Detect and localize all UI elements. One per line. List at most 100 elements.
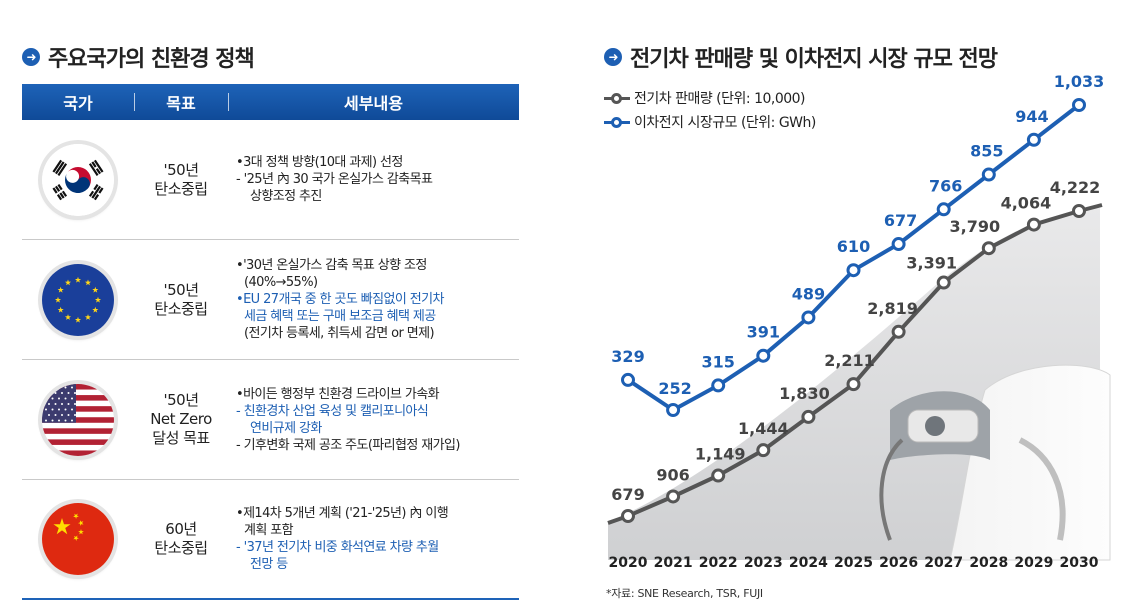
eu-star xyxy=(94,296,102,303)
arrow-circle-icon: ➜ xyxy=(22,48,40,66)
eu-star xyxy=(57,306,64,313)
legend: 전기차 판매량 (단위: 10,000) 이차전지 시장규모 (단위: GWh) xyxy=(604,86,816,134)
data-point xyxy=(1072,204,1086,218)
x-tick-label: 2027 xyxy=(924,555,963,571)
legend-item-ev-sales: 전기차 판매량 (단위: 10,000) xyxy=(604,86,816,110)
ev-sales-series: 679 906 1,149 1,444 1,830 2,211 2,819 3,391 3,79… xyxy=(607,178,1103,525)
table-row: '50년 탄소중립 •'30년 온실가스 감축 목표 상향 조정 (40%→55… xyxy=(22,240,519,360)
x-axis: 2020 2021 2022 2023 2024 2025 2026 2027 2028 2029… xyxy=(609,555,1099,571)
data-label: 677 xyxy=(884,211,917,230)
data-point xyxy=(846,263,861,278)
source-note: *자료: SNE Research, TSR, FUJI xyxy=(606,587,763,600)
policy-title-text: 주요국가의 친환경 정책 xyxy=(48,47,255,72)
data-label: 391 xyxy=(747,323,780,342)
south-korea-flag-icon xyxy=(42,143,114,216)
eu-star xyxy=(84,278,92,285)
data-point xyxy=(891,237,906,252)
detail-cell: •'30년 온실가스 감축 목표 상향 조정 (40%→55%) •EU 27개… xyxy=(236,258,444,341)
chart-title-text: 전기차 판매량 및 이차전지 시장 규모 전망 xyxy=(630,47,998,72)
data-label: 1,830 xyxy=(779,384,830,403)
x-tick-label: 2021 xyxy=(654,555,693,571)
data-point xyxy=(936,275,951,290)
x-tick-label: 2024 xyxy=(789,555,828,571)
data-point xyxy=(756,443,771,458)
data-label: 610 xyxy=(837,237,870,256)
chart-title: ➜ 전기차 판매량 및 이차전지 시장 규모 전망 xyxy=(604,40,1104,74)
x-tick-label: 2020 xyxy=(609,555,648,571)
goal-cell: '50년 탄소중립 xyxy=(154,160,208,198)
data-point xyxy=(666,489,681,504)
detail-cell: •3대 정책 방향(10대 과제) 선정 - '25년 內 30 국가 온실가스… xyxy=(236,155,433,204)
data-label: 4,222 xyxy=(1050,178,1101,197)
data-label: 855 xyxy=(970,142,1003,161)
data-label: 315 xyxy=(701,352,734,371)
eu-star xyxy=(92,286,99,293)
x-tick-label: 2023 xyxy=(744,555,783,571)
data-point xyxy=(801,310,816,325)
data-label: 489 xyxy=(792,284,825,303)
table-row: '50년 Net Zero 달성 목표 •바이든 행정부 친환경 드라이브 가속… xyxy=(22,360,519,480)
eu-flag-icon xyxy=(42,263,114,336)
data-label: 1,444 xyxy=(738,419,789,438)
eu-star xyxy=(54,296,62,303)
header-country: 국가 xyxy=(63,94,93,113)
data-label: 3,391 xyxy=(906,254,957,273)
data-point xyxy=(711,378,726,393)
data-label: 252 xyxy=(658,379,691,398)
table-row: 60년 탄소중립 •제14차 5개년 계획 ('21-'25년) 內 이행 계획… xyxy=(22,480,519,600)
data-point xyxy=(981,167,996,182)
data-label: 1,033 xyxy=(1054,72,1105,91)
data-point xyxy=(846,377,861,392)
eu-star xyxy=(74,316,82,323)
data-label: 906 xyxy=(656,465,689,484)
eu-star xyxy=(64,313,72,320)
header-goal: 목표 xyxy=(166,94,196,113)
goal-cell: '50년 Net Zero 달성 목표 xyxy=(150,391,212,447)
data-point xyxy=(891,324,906,339)
x-tick-label: 2026 xyxy=(879,555,918,571)
eu-star xyxy=(74,276,82,283)
data-point xyxy=(1026,132,1041,147)
data-point xyxy=(621,372,635,387)
data-point xyxy=(936,202,951,217)
table-row: '50년 탄소중립 •3대 정책 방향(10대 과제) 선정 - '25년 內 … xyxy=(22,120,519,240)
x-tick-label: 2030 xyxy=(1060,555,1099,571)
battery-market-series: 329 252 315 391 489 610 677 766 855 944 1,033 xyxy=(611,72,1105,417)
detail-cell: •바이든 행정부 친환경 드라이브 가속화 - 친환경차 산업 육성 및 캘리포… xyxy=(236,386,460,453)
goal-cell: 60년 탄소중립 xyxy=(154,520,208,557)
usa-flag-icon xyxy=(42,383,114,456)
data-point xyxy=(666,403,681,417)
data-label: 944 xyxy=(1015,107,1048,126)
data-point xyxy=(1026,217,1041,232)
x-tick-label: 2025 xyxy=(834,555,873,571)
data-label: 679 xyxy=(611,485,644,504)
data-label: 2,211 xyxy=(824,351,875,370)
eu-star xyxy=(64,278,72,285)
x-tick-label: 2029 xyxy=(1014,555,1053,571)
data-label: 1,149 xyxy=(695,445,746,464)
data-label: 766 xyxy=(929,176,962,195)
data-point xyxy=(801,409,816,424)
policy-table-header: 국가 목표 세부내용 xyxy=(22,84,519,120)
header-details: 세부내용 xyxy=(344,94,403,113)
x-tick-label: 2022 xyxy=(699,555,738,571)
data-point xyxy=(981,241,996,256)
policy-table-body: '50년 탄소중립 •3대 정책 방향(10대 과제) 선정 - '25년 內 … xyxy=(22,120,519,600)
policy-panel: ➜ 주요국가의 친환경 정책 국가 목표 세부내용 xyxy=(22,40,519,600)
line-chart: 679 906 1,149 1,444 1,830 2,211 2,819 3,391 3,79… xyxy=(607,72,1111,571)
eu-star xyxy=(57,286,64,293)
chart-panel: ➜ 전기차 판매량 및 이차전지 시장 규모 전망 xyxy=(604,40,1104,74)
x-tick-label: 2028 xyxy=(969,555,1008,571)
data-point xyxy=(621,509,635,523)
eu-star xyxy=(84,313,92,320)
data-label: 3,790 xyxy=(949,217,1000,236)
arrow-circle-icon: ➜ xyxy=(604,48,622,66)
goal-cell: '50년 탄소중립 xyxy=(154,280,208,318)
data-point xyxy=(711,468,726,483)
data-label: 329 xyxy=(611,347,644,366)
detail-cell: •제14차 5개년 계획 ('21-'25년) 內 이행 계획 포함 - '37… xyxy=(236,506,449,572)
legend-item-battery-market: 이차전지 시장규모 (단위: GWh) xyxy=(604,110,816,134)
policy-section-title: ➜ 주요국가의 친환경 정책 xyxy=(22,40,519,74)
data-point xyxy=(756,348,771,363)
eu-star xyxy=(92,306,99,313)
